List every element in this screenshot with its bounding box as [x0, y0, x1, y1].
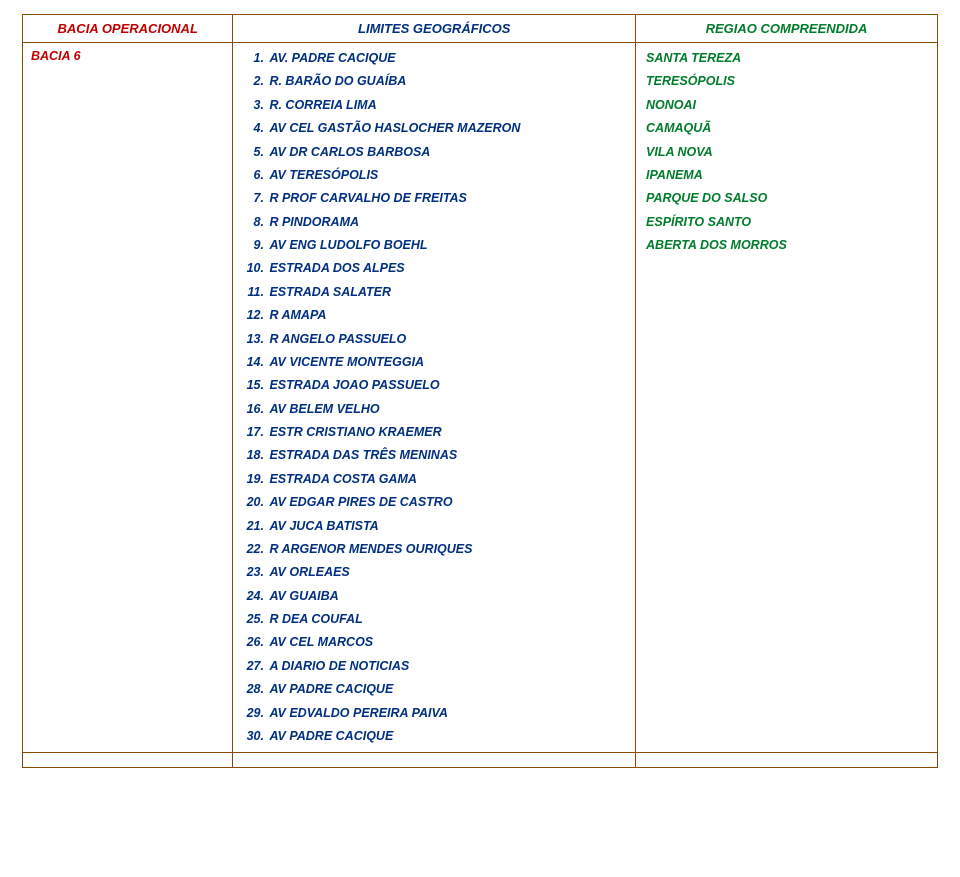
- limits-list: AV. PADRE CACIQUE R. BARÃO DO GUAÍBA R. …: [241, 47, 629, 748]
- list-item: AV EDVALDO PEREIRA PAIVA: [267, 702, 629, 725]
- list-item: AV DR CARLOS BARBOSA: [267, 141, 629, 164]
- list-item: ESTRADA DOS ALPES: [267, 257, 629, 280]
- bacia-label: BACIA 6: [31, 47, 226, 63]
- list-item: R ARGENOR MENDES OURIQUES: [267, 538, 629, 561]
- list-item: ESTR CRISTIANO KRAEMER: [267, 421, 629, 444]
- list-item: AV VICENTE MONTEGGIA: [267, 351, 629, 374]
- list-item: PARQUE DO SALSO: [644, 187, 931, 210]
- cell-bacia: BACIA 6: [23, 43, 233, 753]
- list-item: R ANGELO PASSUELO: [267, 328, 629, 351]
- list-item: R DEA COUFAL: [267, 608, 629, 631]
- list-item: ESTRADA JOAO PASSUELO: [267, 374, 629, 397]
- cell-limites: AV. PADRE CACIQUE R. BARÃO DO GUAÍBA R. …: [233, 43, 636, 753]
- list-item: AV ORLEAES: [267, 561, 629, 584]
- empty-cell: [233, 753, 636, 768]
- list-item: NONOAI: [644, 94, 931, 117]
- list-item: AV GUAIBA: [267, 585, 629, 608]
- list-item: IPANEMA: [644, 164, 931, 187]
- list-item: AV TERESÓPOLIS: [267, 164, 629, 187]
- list-item: ESPÍRITO SANTO: [644, 211, 931, 234]
- header-limites: LIMITES GEOGRÁFICOS: [233, 15, 636, 43]
- regions-list: SANTA TEREZA TERESÓPOLIS NONOAI CAMAQUÃ …: [644, 47, 931, 257]
- empty-row: [23, 753, 938, 768]
- empty-cell: [23, 753, 233, 768]
- list-item: TERESÓPOLIS: [644, 70, 931, 93]
- empty-cell: [636, 753, 938, 768]
- list-item: ESTRADA DAS TRÊS MENINAS: [267, 444, 629, 467]
- list-item: AV CEL GASTÃO HASLOCHER MAZERON: [267, 117, 629, 140]
- list-item: AV BELEM VELHO: [267, 398, 629, 421]
- data-table: BACIA OPERACIONAL LIMITES GEOGRÁFICOS RE…: [22, 14, 938, 768]
- header-row: BACIA OPERACIONAL LIMITES GEOGRÁFICOS RE…: [23, 15, 938, 43]
- list-item: AV EDGAR PIRES DE CASTRO: [267, 491, 629, 514]
- list-item: R. BARÃO DO GUAÍBA: [267, 70, 629, 93]
- list-item: R PROF CARVALHO DE FREITAS: [267, 187, 629, 210]
- list-item: AV CEL MARCOS: [267, 631, 629, 654]
- header-bacia: BACIA OPERACIONAL: [23, 15, 233, 43]
- cell-regiao: SANTA TEREZA TERESÓPOLIS NONOAI CAMAQUÃ …: [636, 43, 938, 753]
- list-item: R PINDORAMA: [267, 211, 629, 234]
- list-item: AV. PADRE CACIQUE: [267, 47, 629, 70]
- list-item: AV ENG LUDOLFO BOEHL: [267, 234, 629, 257]
- list-item: ESTRADA SALATER: [267, 281, 629, 304]
- list-item: ESTRADA COSTA GAMA: [267, 468, 629, 491]
- list-item: VILA NOVA: [644, 141, 931, 164]
- list-item: A DIARIO DE NOTICIAS: [267, 655, 629, 678]
- header-regiao: REGIAO COMPREENDIDA: [636, 15, 938, 43]
- list-item: AV PADRE CACIQUE: [267, 725, 629, 748]
- data-row: BACIA 6 AV. PADRE CACIQUE R. BARÃO DO GU…: [23, 43, 938, 753]
- list-item: SANTA TEREZA: [644, 47, 931, 70]
- list-item: R AMAPA: [267, 304, 629, 327]
- list-item: AV JUCA BATISTA: [267, 515, 629, 538]
- list-item: CAMAQUÃ: [644, 117, 931, 140]
- list-item: R. CORREIA LIMA: [267, 94, 629, 117]
- list-item: ABERTA DOS MORROS: [644, 234, 931, 257]
- list-item: AV PADRE CACIQUE: [267, 678, 629, 701]
- page-container: BACIA OPERACIONAL LIMITES GEOGRÁFICOS RE…: [0, 0, 960, 877]
